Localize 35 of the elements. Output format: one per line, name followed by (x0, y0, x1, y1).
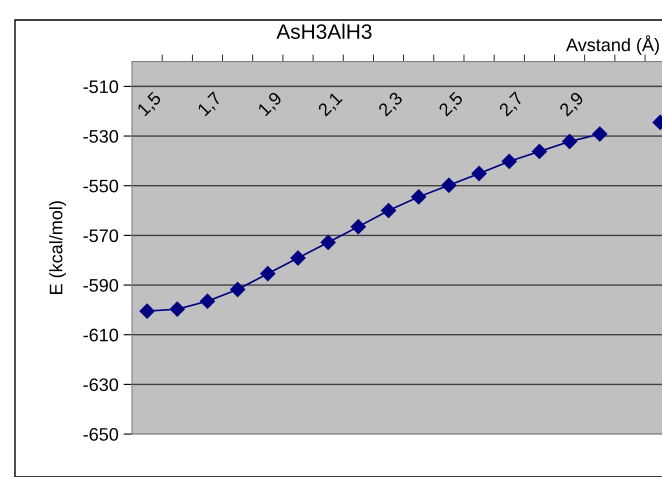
point (380, 202, 396, 218)
y-tick-label: -550 (83, 180, 118, 192)
y-tick-label: -650 (83, 428, 118, 441)
x-tick-label: 1,5 (136, 91, 164, 118)
point (140, 304, 155, 319)
point (320, 234, 336, 250)
point (411, 189, 426, 204)
x-tick-label: 1,7 (196, 91, 224, 118)
x-tick-label: 2,3 (378, 91, 405, 118)
y-tick-label: -610 (83, 328, 118, 342)
y-tick-label: -530 (83, 130, 118, 143)
x-tick-label: 2,7 (498, 91, 526, 118)
chart-title: AsH3AlH3 (276, 24, 372, 39)
y-tick-label: -510 (83, 80, 118, 94)
point (170, 302, 185, 317)
y-tick-label: -590 (83, 278, 118, 292)
y-tick-label: -570 (83, 229, 118, 242)
x-axis-title: Avstand (Å) (566, 35, 659, 55)
point (200, 294, 216, 309)
y-tick-label: -630 (83, 378, 118, 392)
point (260, 266, 276, 282)
x-tick-label: 2,9 (558, 91, 586, 118)
point (472, 166, 487, 182)
point (592, 126, 608, 142)
point (502, 154, 517, 169)
x-tick-label: 2,1 (317, 91, 344, 118)
point (562, 134, 578, 150)
x-tick-label: 1,9 (257, 91, 284, 118)
point (441, 178, 456, 193)
point (230, 282, 246, 298)
point (350, 219, 366, 234)
x-tick-label: 2,5 (438, 91, 466, 118)
point (532, 144, 547, 160)
y-axis-title: E (kcal/mol) (49, 201, 66, 294)
point (290, 250, 306, 266)
